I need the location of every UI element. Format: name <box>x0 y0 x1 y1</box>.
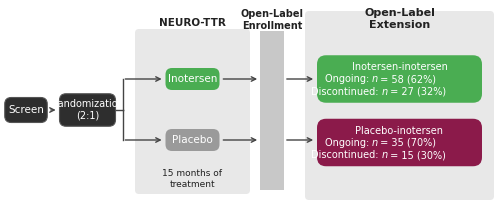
Text: Randomization
(2:1): Randomization (2:1) <box>51 99 124 121</box>
Text: NEURO-TTR: NEURO-TTR <box>159 18 226 29</box>
Text: n: n <box>382 87 388 97</box>
FancyBboxPatch shape <box>135 29 250 194</box>
Text: = 27 (32%): = 27 (32%) <box>387 87 446 97</box>
FancyBboxPatch shape <box>317 119 482 166</box>
Text: Discontinued:: Discontinued: <box>312 87 382 97</box>
FancyBboxPatch shape <box>5 97 47 123</box>
Text: Ongoing:: Ongoing: <box>324 138 372 147</box>
Text: n: n <box>372 138 378 147</box>
Text: Discontinued:: Discontinued: <box>312 150 382 161</box>
FancyBboxPatch shape <box>166 129 220 151</box>
Text: n: n <box>382 150 388 161</box>
Text: Inotersen-inotersen: Inotersen-inotersen <box>352 62 448 72</box>
Text: Open-Label
Enrollment: Open-Label Enrollment <box>240 9 304 31</box>
Text: = 58 (62%): = 58 (62%) <box>377 74 436 84</box>
FancyBboxPatch shape <box>60 94 116 126</box>
FancyBboxPatch shape <box>305 11 494 200</box>
Text: Open-Label
Extension: Open-Label Extension <box>364 8 435 30</box>
Text: Inotersen: Inotersen <box>168 74 217 84</box>
Text: = 35 (70%): = 35 (70%) <box>377 138 436 147</box>
FancyBboxPatch shape <box>317 55 482 103</box>
Text: Placebo-inotersen: Placebo-inotersen <box>356 126 444 135</box>
Text: Placebo: Placebo <box>172 135 213 145</box>
FancyBboxPatch shape <box>260 31 284 190</box>
Text: 15 months of
treatment: 15 months of treatment <box>162 169 222 189</box>
FancyBboxPatch shape <box>166 68 220 90</box>
Text: = 15 (30%): = 15 (30%) <box>387 150 446 161</box>
Text: Screen: Screen <box>8 105 44 115</box>
Text: Ongoing:: Ongoing: <box>324 74 372 84</box>
Text: n: n <box>372 74 378 84</box>
